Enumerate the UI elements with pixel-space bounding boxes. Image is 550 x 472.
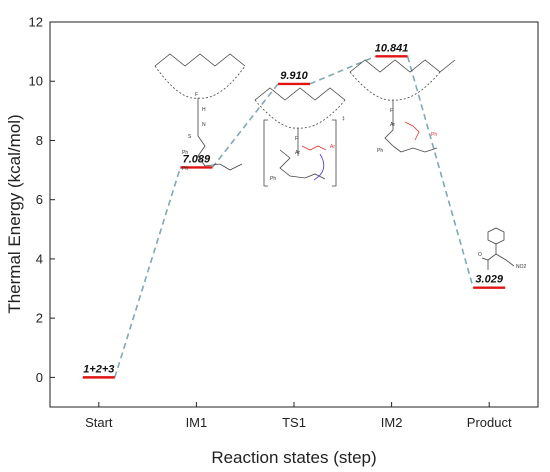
atom-label: H: [202, 107, 206, 113]
atom-label: Ph: [270, 176, 276, 182]
value-labels: 1+2+3 7.089 9.910 10.841 3.029: [83, 42, 504, 375]
atom-label: Ph: [182, 166, 188, 172]
structure-im2: F Ar Ph Ph: [349, 59, 456, 154]
atom-label: F: [195, 92, 198, 98]
value-label-im1: 7.089: [183, 153, 211, 165]
connector-line: [211, 83, 279, 168]
value-label-product: 3.029: [475, 274, 503, 286]
y-tick-label: 8: [36, 133, 43, 148]
x-axis-title: Reaction states (step): [211, 448, 376, 467]
y-tick-label: 6: [36, 192, 43, 207]
value-label-start: 1+2+3: [83, 363, 114, 375]
energy-levels: [82, 55, 506, 379]
y-tick-label: 0: [36, 370, 43, 385]
atom-label: NO2: [516, 264, 527, 270]
y-tick-label: 2: [36, 311, 43, 326]
x-tick-label: TS1: [282, 415, 306, 430]
atom-label: N: [202, 122, 206, 128]
structure-product: NO2 O: [478, 227, 527, 270]
atom-label: Ph: [377, 148, 383, 154]
x-axis: Start IM1 TS1 IM2 Product: [85, 402, 512, 430]
atom-label: Ph: [182, 150, 188, 156]
x-tick-label: IM1: [186, 415, 208, 430]
double-dagger: ‡: [342, 116, 345, 122]
y-axis: 0 2 4 6 8 10 12: [29, 15, 55, 385]
connector-lines: [114, 55, 474, 378]
connector-line: [309, 55, 376, 85]
atom-label: S: [188, 134, 192, 140]
atom-label: Ar: [330, 144, 335, 150]
value-label-ts1: 9.910: [280, 70, 308, 82]
x-tick-label: Start: [85, 415, 113, 430]
x-tick-label: Product: [467, 415, 512, 430]
atom-label: F: [295, 136, 298, 142]
atom-label: F: [390, 108, 393, 114]
atom-label: O: [478, 252, 482, 258]
structure-ts1: F Ar Ar ‡ Ph: [254, 87, 346, 187]
y-tick-label: 12: [29, 15, 43, 30]
structure-im1: F H N S Ph Ph: [154, 53, 246, 172]
connector-line: [406, 56, 474, 288]
y-axis-title: Thermal Energy (kcal/mol): [5, 114, 24, 313]
x-tick-label: IM2: [381, 415, 403, 430]
value-label-im2: 10.841: [375, 42, 409, 54]
y-tick-label: 4: [36, 251, 43, 266]
y-tick-label: 10: [29, 74, 43, 89]
atom-label: Ar: [390, 122, 395, 128]
connector-line: [114, 167, 182, 378]
atom-label: Ar: [295, 150, 300, 156]
atom-label: Ph: [431, 132, 437, 138]
